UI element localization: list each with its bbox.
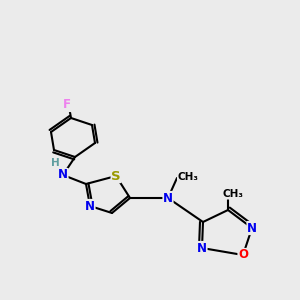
Text: N: N — [58, 169, 68, 182]
Text: F: F — [63, 98, 71, 112]
Text: CH₃: CH₃ — [178, 172, 199, 182]
Text: H: H — [51, 158, 59, 168]
Text: CH₃: CH₃ — [223, 189, 244, 199]
Text: N: N — [197, 242, 207, 254]
Text: N: N — [247, 221, 257, 235]
Text: S: S — [111, 169, 121, 182]
Text: O: O — [238, 248, 248, 262]
Text: N: N — [85, 200, 95, 212]
Text: N: N — [163, 191, 173, 205]
